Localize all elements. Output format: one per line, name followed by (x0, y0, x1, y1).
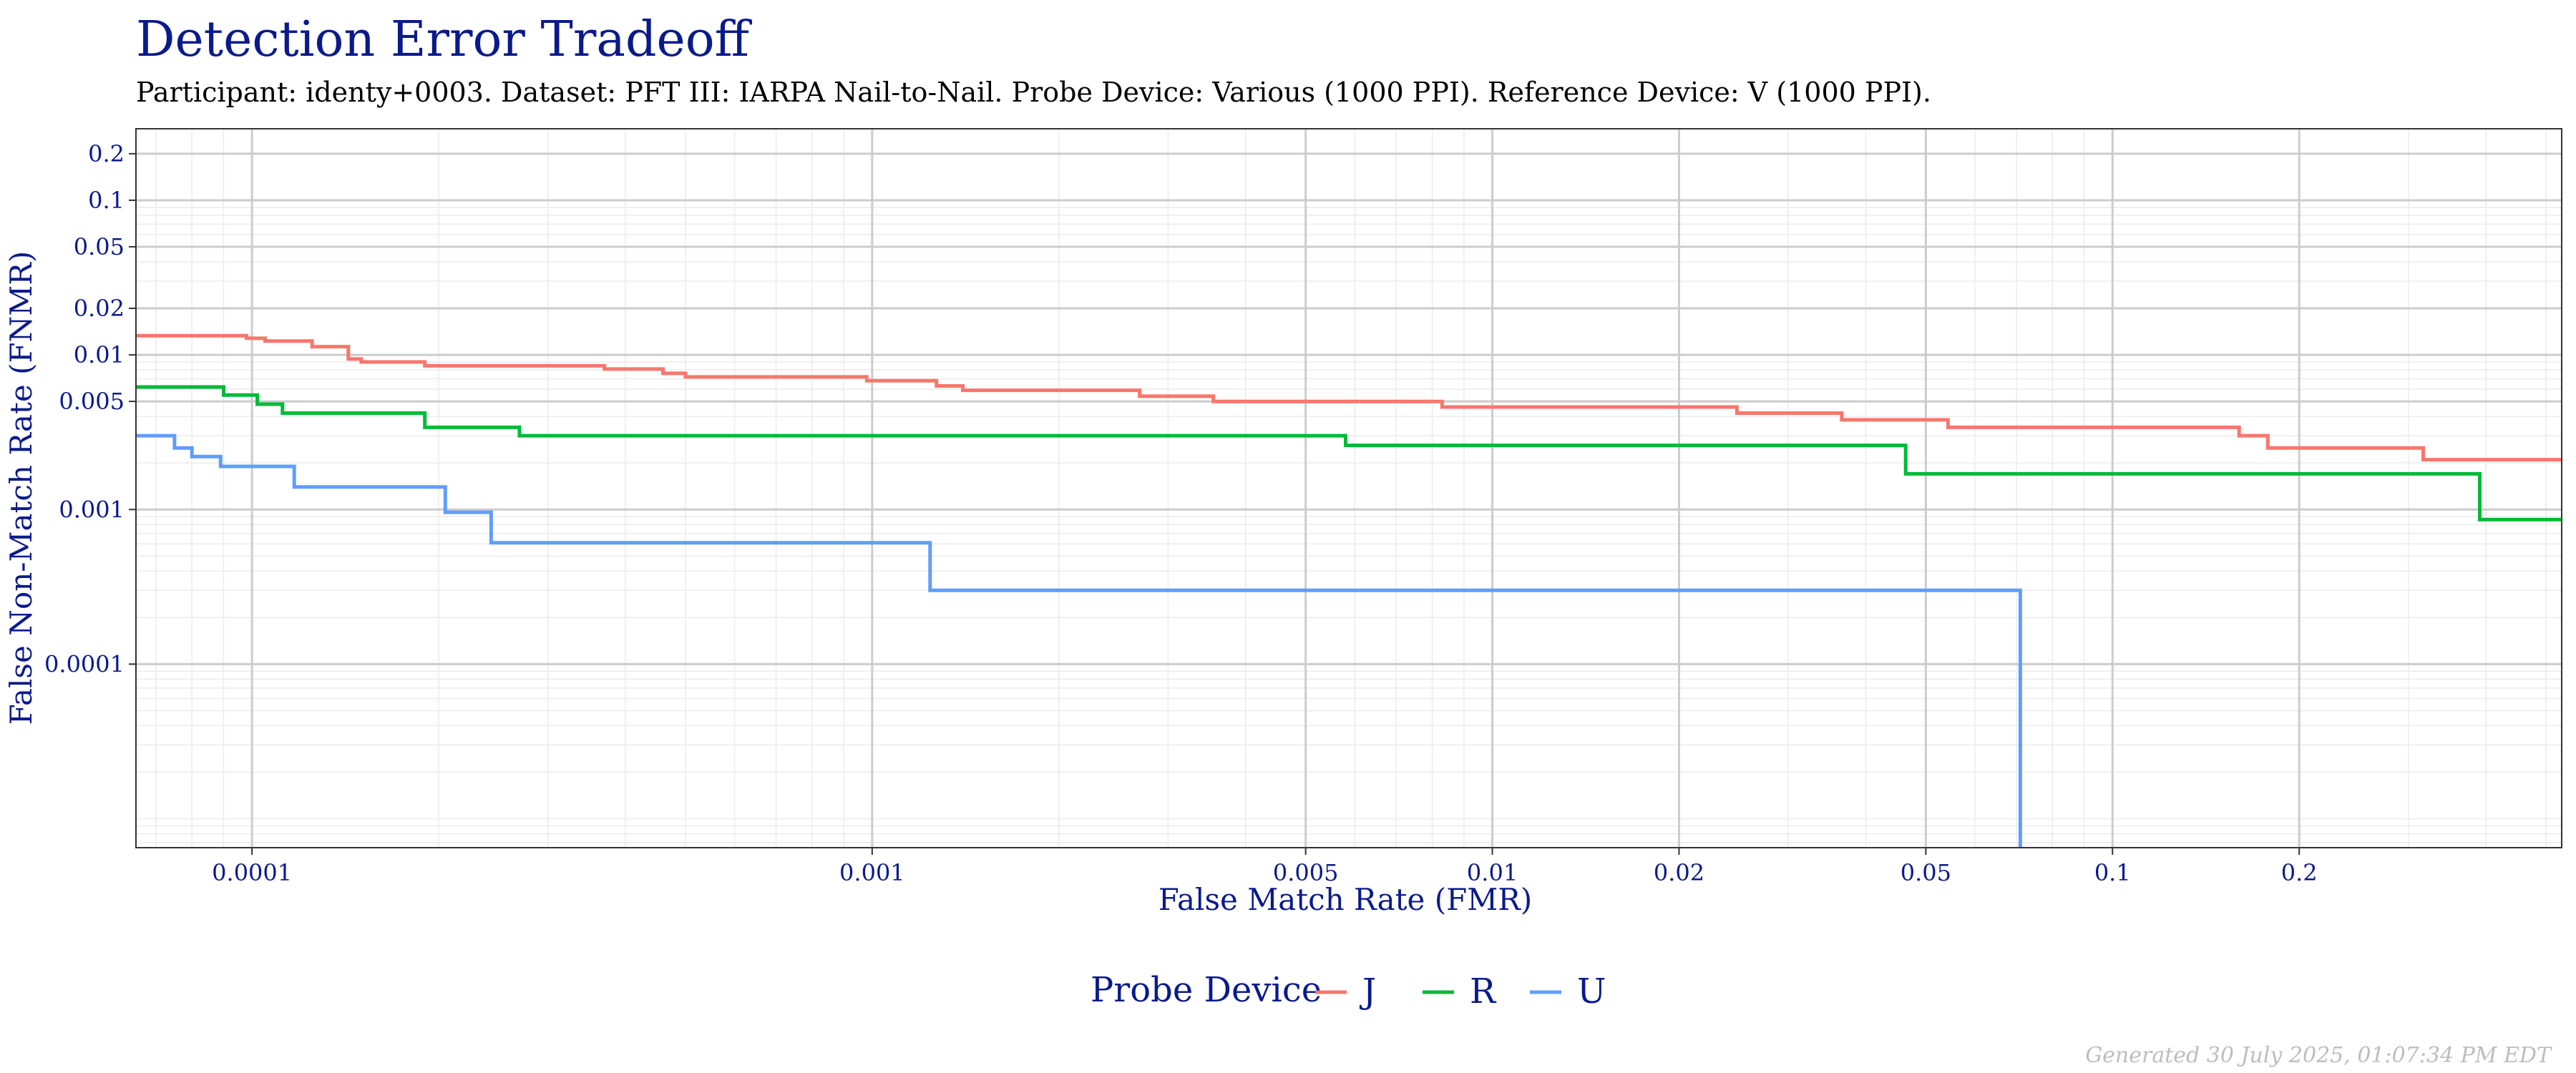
x-axis: 0.0001 0.001 0.005 0.01 0.02 0.05 0.1 0.2 (212, 848, 2318, 886)
x-tick-label: 0.01 (1467, 859, 1518, 886)
y-tick-label: 0.02 (74, 295, 125, 322)
y-axis-title: False Non-Match Rate (FNMR) (4, 251, 39, 725)
y-axis: 0.2 0.1 0.05 0.02 0.01 0.005 0.001 0.0001 (44, 140, 136, 677)
y-tick-label: 0.005 (59, 388, 125, 415)
legend-label-u: U (1577, 971, 1606, 1011)
x-tick-label: 0.05 (1901, 859, 1951, 886)
x-tick-label: 0.0001 (212, 859, 292, 886)
y-tick-label: 0.05 (74, 233, 125, 260)
x-tick-label: 0.02 (1654, 859, 1704, 886)
chart-subtitle: Participant: identy+0003. Dataset: PFT I… (136, 77, 1931, 108)
y-tick-label: 0.001 (59, 496, 125, 523)
x-axis-title: False Match Rate (FMR) (1158, 882, 1533, 917)
y-tick-label: 0.1 (88, 187, 125, 214)
series-line-u (136, 433, 2022, 848)
chart-title: Detection Error Tradeoff (136, 11, 753, 68)
grid-major (136, 129, 2562, 848)
legend: Probe Device J R U (1091, 970, 1606, 1011)
legend-title: Probe Device (1091, 970, 1322, 1010)
legend-label-j: J (1359, 971, 1376, 1011)
y-tick-label: 0.0001 (44, 650, 125, 677)
series-line-r (136, 385, 2562, 521)
x-tick-label: 0.005 (1273, 859, 1339, 886)
x-tick-label: 0.1 (2094, 859, 2131, 886)
series-lines (136, 333, 2562, 848)
panel-background (136, 129, 2562, 848)
legend-label-r: R (1470, 971, 1497, 1011)
generated-timestamp: Generated 30 July 2025, 01:07:34 PM EDT (2085, 1043, 2552, 1068)
plot-area (135, 128, 2562, 848)
series-line-j (136, 333, 2562, 462)
y-tick-label: 0.2 (88, 140, 125, 167)
x-tick-label: 0.2 (2281, 859, 2318, 886)
y-tick-label: 0.01 (74, 341, 125, 368)
x-tick-label: 0.001 (839, 859, 905, 886)
panel-border (135, 128, 2562, 848)
